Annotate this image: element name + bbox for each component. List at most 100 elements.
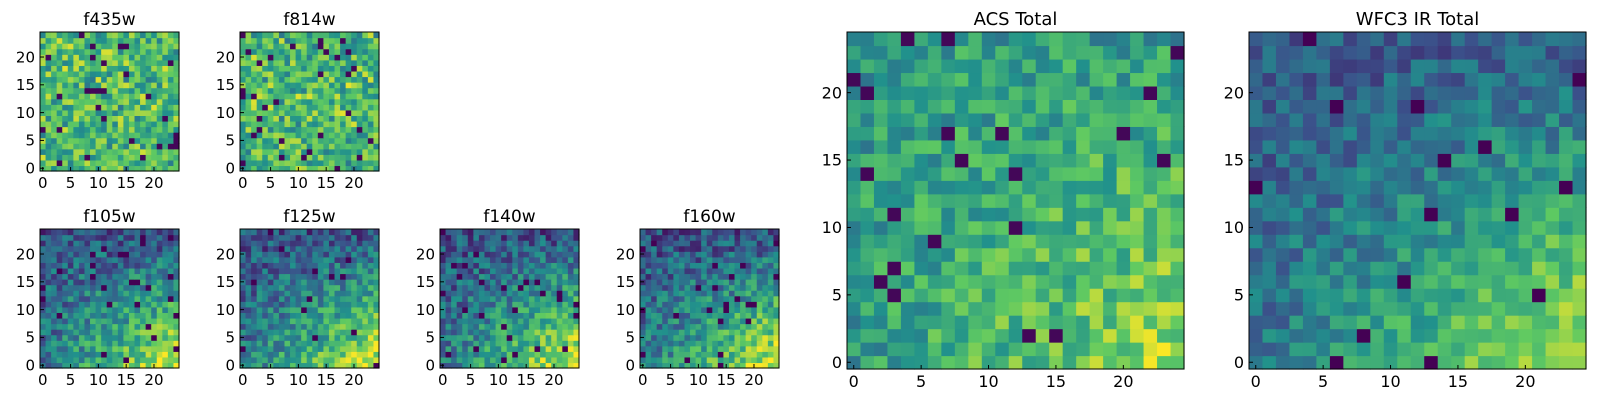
heatmap-cell: [517, 295, 524, 302]
heatmap-cell: [1559, 274, 1574, 289]
heatmap-cell: [873, 58, 889, 74]
heatmap-cell: [173, 279, 180, 286]
heatmap-cell: [517, 340, 524, 347]
heatmap-cell: [773, 345, 780, 352]
heatmap-cell: [78, 234, 86, 241]
heatmap-cell: [267, 329, 274, 336]
heatmap-cell: [927, 207, 942, 222]
heatmap-cell: [567, 284, 575, 291]
heatmap-cell: [1022, 261, 1037, 276]
heatmap-cell: [751, 245, 758, 252]
heatmap-cell: [312, 93, 319, 100]
heatmap-cell: [112, 82, 119, 89]
heatmap-cell: [95, 43, 102, 50]
heatmap-cell: [117, 256, 124, 263]
heatmap-cell: [995, 274, 1010, 289]
heatmap-cell: [290, 148, 297, 155]
heatmap-cell: [134, 82, 141, 89]
heatmap-cell: [351, 295, 358, 302]
heatmap-cell: [900, 328, 915, 343]
heatmap-cell: [478, 301, 486, 308]
heatmap-cell: [1143, 261, 1158, 276]
heatmap-cell: [1370, 342, 1385, 357]
heatmap-cell: [90, 345, 97, 352]
heatmap-cell: [45, 317, 52, 325]
heatmap-cell: [356, 262, 363, 269]
heatmap-cell: [467, 256, 474, 263]
heatmap-cell: [506, 340, 513, 347]
heatmap-cell: [117, 329, 124, 336]
heatmap-cell: [112, 229, 119, 236]
x-tick-label: 10: [89, 371, 108, 389]
heatmap-cell: [362, 43, 369, 50]
heatmap-cell: [128, 323, 136, 330]
heatmap-cell: [140, 115, 147, 122]
heatmap-cell: [245, 301, 252, 308]
heatmap-cell: [462, 279, 469, 286]
heatmap-cell: [312, 104, 319, 111]
heatmap-cell: [145, 87, 152, 94]
heatmap-cell: [273, 312, 280, 319]
x-tick-label: 15: [1046, 372, 1066, 391]
heatmap-cell: [551, 290, 558, 297]
y-tick-label: 10: [16, 104, 35, 122]
heatmap-cell: [1302, 288, 1317, 303]
heatmap-cell: [887, 328, 902, 343]
heatmap-cell: [306, 54, 313, 61]
heatmap-cell: [134, 362, 141, 369]
heatmap-cell: [1532, 247, 1547, 262]
heatmap-cell: [490, 334, 497, 341]
heatmap-cell: [145, 154, 152, 161]
heatmap-cell: [240, 284, 247, 291]
heatmap-cell: [678, 251, 686, 258]
heatmap-cell: [373, 59, 380, 66]
heatmap-cell: [1116, 301, 1131, 316]
heatmap-cell: [451, 295, 458, 302]
heatmap-cell: [78, 334, 86, 341]
heatmap-cell: [1089, 247, 1104, 262]
heatmap-cell: [112, 137, 119, 144]
heatmap-cell: [290, 245, 297, 252]
heatmap-cell: [1437, 274, 1452, 289]
heatmap-cell: [456, 273, 463, 280]
heatmap-cell: [673, 267, 680, 275]
heatmap-cell: [251, 93, 258, 100]
heatmap-cell: [306, 65, 313, 72]
heatmap-cell: [1116, 85, 1131, 100]
heatmap-cell: [690, 295, 697, 302]
heatmap-cell: [690, 340, 697, 347]
heatmap-cell: [101, 120, 108, 128]
heatmap-cell: [90, 329, 97, 336]
heatmap-cell: [45, 54, 52, 61]
heatmap-cell: [995, 220, 1010, 235]
heatmap-cell: [101, 132, 108, 139]
heatmap-cell: [151, 109, 158, 116]
heatmap-cell: [1116, 58, 1131, 74]
heatmap-cell: [490, 362, 497, 369]
heatmap-cell: [1022, 220, 1037, 235]
heatmap-cell: [301, 356, 308, 364]
heatmap-cell: [106, 240, 113, 247]
heatmap-cell: [45, 334, 52, 341]
heatmap-cell: [473, 334, 480, 341]
heatmap-cell: [56, 329, 63, 336]
heatmap-cell: [728, 323, 736, 330]
heatmap-cell: [678, 329, 686, 336]
heatmap-cell: [251, 115, 258, 122]
heatmap-cell: [106, 37, 113, 44]
heatmap-cell: [528, 251, 536, 258]
heatmap-cell: [728, 240, 736, 247]
heatmap-cell: [128, 126, 136, 133]
heatmap-cell: [306, 59, 313, 66]
heatmap-cell: [495, 356, 502, 364]
heatmap-cell: [78, 290, 86, 297]
heatmap-cell: [440, 329, 447, 336]
heatmap-cell: [284, 98, 291, 105]
heatmap-cell: [1103, 153, 1118, 168]
heatmap-cell: [106, 267, 113, 275]
heatmap-cell: [101, 93, 108, 100]
heatmap-cell: [567, 345, 575, 352]
heatmap-cell: [140, 43, 147, 50]
heatmap-cell: [1329, 139, 1344, 154]
heatmap-cell: [356, 317, 363, 325]
